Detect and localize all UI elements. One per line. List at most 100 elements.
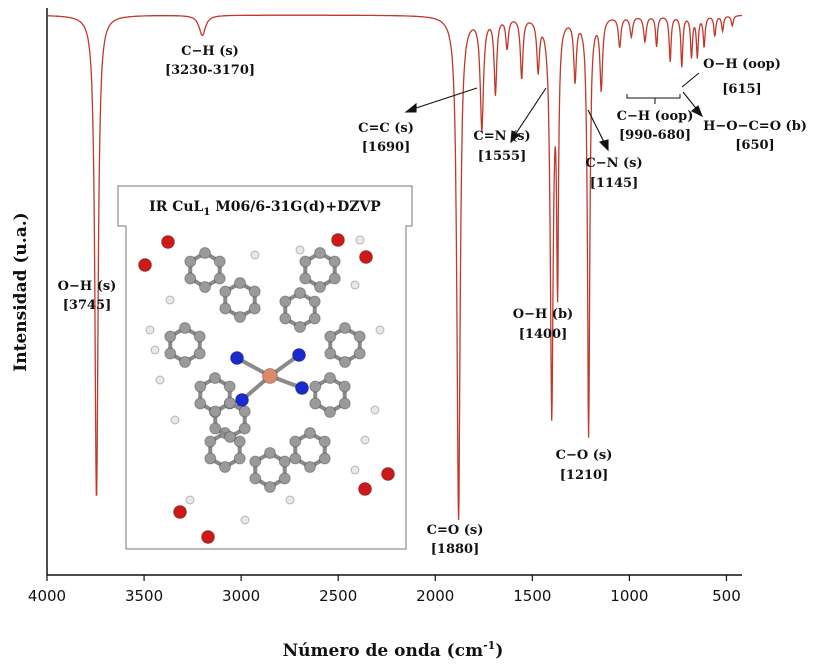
hydrogen-atom bbox=[360, 435, 370, 445]
carbon-atom bbox=[213, 255, 226, 268]
oxygen-atom bbox=[331, 233, 345, 247]
label-oh-s-range: [3745] bbox=[63, 298, 111, 313]
carbon-atom bbox=[328, 272, 341, 285]
carbon-atom bbox=[339, 356, 351, 368]
nitrogen-atom bbox=[235, 393, 249, 407]
label-cns: C−N (s) bbox=[585, 156, 642, 171]
label-oh-oop: O−H (oop) bbox=[703, 57, 781, 72]
x-axis-title: Número de onda (cm-1) bbox=[283, 639, 504, 661]
oxygen-atom bbox=[381, 467, 395, 481]
carbon-atom bbox=[219, 461, 231, 473]
carbon-atom bbox=[199, 281, 211, 293]
x-tick-label: 4000 bbox=[28, 587, 66, 605]
carbon-atom bbox=[164, 347, 177, 360]
x-ticks: 4000 3500 3000 2500 2000 1500 1000 500 bbox=[28, 575, 741, 605]
carbon-atom bbox=[219, 285, 232, 298]
hydrogen-atom bbox=[285, 495, 295, 505]
oxygen-atom bbox=[358, 482, 372, 496]
x-tick-label: 2000 bbox=[416, 587, 454, 605]
carbon-atom bbox=[233, 435, 246, 448]
nitrogen-atom bbox=[295, 381, 309, 395]
carbon-atom bbox=[193, 347, 206, 360]
carbon-atom bbox=[204, 435, 217, 448]
carbon-atom bbox=[324, 372, 336, 384]
carbon-atom bbox=[179, 322, 191, 334]
carbon-atom bbox=[353, 330, 366, 343]
carbon-atom bbox=[353, 347, 366, 360]
label-co-s-range: [1210] bbox=[560, 468, 608, 483]
carbon-atom bbox=[338, 380, 351, 393]
carbon-atom bbox=[264, 447, 276, 459]
carbon-atom bbox=[339, 322, 351, 334]
hydrogen-atom bbox=[375, 325, 385, 335]
carbon-atom bbox=[249, 455, 262, 468]
arrow-cn bbox=[512, 87, 547, 139]
carbon-atom bbox=[209, 405, 222, 418]
label-co-double-range: [1880] bbox=[431, 542, 479, 557]
oxygen-atom bbox=[201, 530, 215, 544]
hydrogen-atom bbox=[355, 235, 365, 245]
hydrogen-atom bbox=[350, 465, 360, 475]
carbon-atom bbox=[209, 422, 222, 435]
inset-title: IR CuL1 M06/6-31G(d)+DZVP bbox=[149, 199, 381, 218]
x-tick-label: 1500 bbox=[513, 587, 551, 605]
carbon-atom bbox=[294, 287, 306, 299]
x-tick-label: 500 bbox=[712, 587, 741, 605]
carbon-atom bbox=[279, 295, 292, 308]
hydrogen-atom bbox=[350, 280, 360, 290]
label-cc-s-range: [1690] bbox=[362, 140, 410, 155]
hydrogen-atom bbox=[295, 245, 305, 255]
bracket-ch-oop bbox=[626, 94, 681, 104]
hydrogen-atom bbox=[150, 345, 160, 355]
annotation-arrows bbox=[404, 72, 704, 152]
carbon-atom bbox=[294, 321, 306, 333]
carbon-atom bbox=[238, 405, 251, 418]
carbon-atom bbox=[179, 356, 191, 368]
label-co-double: C=O (s) bbox=[427, 523, 484, 538]
x-tick-label: 3500 bbox=[125, 587, 163, 605]
carbon-atom bbox=[309, 380, 322, 393]
label-oh-b-range: [1400] bbox=[519, 327, 567, 342]
hydrogen-atom bbox=[250, 250, 260, 260]
hydrogen-atom bbox=[240, 515, 250, 525]
carbon-atom bbox=[213, 272, 226, 285]
carbon-atom bbox=[304, 427, 316, 439]
arrow-cns bbox=[587, 109, 607, 147]
carbon-atom bbox=[224, 431, 236, 443]
arrow-cc-head bbox=[404, 102, 417, 113]
x-tick-label: 2500 bbox=[319, 587, 357, 605]
hydrogen-atom bbox=[185, 495, 195, 505]
arrow-cc bbox=[409, 87, 478, 111]
y-axis-title: Intensidad (u.a.) bbox=[11, 212, 31, 371]
carbon-atom bbox=[308, 295, 321, 308]
carbon-atom bbox=[219, 302, 232, 315]
hydrogen-atom bbox=[145, 325, 155, 335]
x-tick-label: 1000 bbox=[610, 587, 648, 605]
carbon-atom bbox=[209, 372, 221, 384]
label-cc-s: C=C (s) bbox=[358, 121, 414, 136]
carbon-atom bbox=[194, 397, 207, 410]
copper-atom bbox=[262, 368, 278, 384]
carbon-atom bbox=[264, 481, 276, 493]
arrow-oh-oop bbox=[681, 72, 700, 88]
x-tick-label: 3000 bbox=[222, 587, 260, 605]
label-hocoo-range: [650] bbox=[735, 138, 774, 153]
hydrogen-atom bbox=[170, 415, 180, 425]
carbon-atom bbox=[299, 272, 312, 285]
carbon-atom bbox=[199, 247, 211, 259]
spectrum-line bbox=[47, 14, 742, 521]
carbon-atom bbox=[248, 285, 261, 298]
carbon-atom bbox=[324, 406, 336, 418]
label-ch-oop-range: [990-680] bbox=[619, 128, 691, 143]
annotation-labels: C−H (s) [3230-3170] O−H (s) [3745] C=C (… bbox=[58, 44, 807, 557]
nitrogen-atom bbox=[292, 348, 306, 362]
oxygen-atom bbox=[161, 235, 175, 249]
molecule-inset: IR CuL1 M06/6-31G(d)+DZVP bbox=[117, 185, 413, 550]
hydrogen-atom bbox=[370, 405, 380, 415]
carbon-atom bbox=[238, 422, 251, 435]
label-oh-b: O−H (b) bbox=[513, 307, 573, 322]
carbon-atom bbox=[249, 472, 262, 485]
carbon-atom bbox=[299, 255, 312, 268]
carbon-atom bbox=[224, 397, 236, 409]
